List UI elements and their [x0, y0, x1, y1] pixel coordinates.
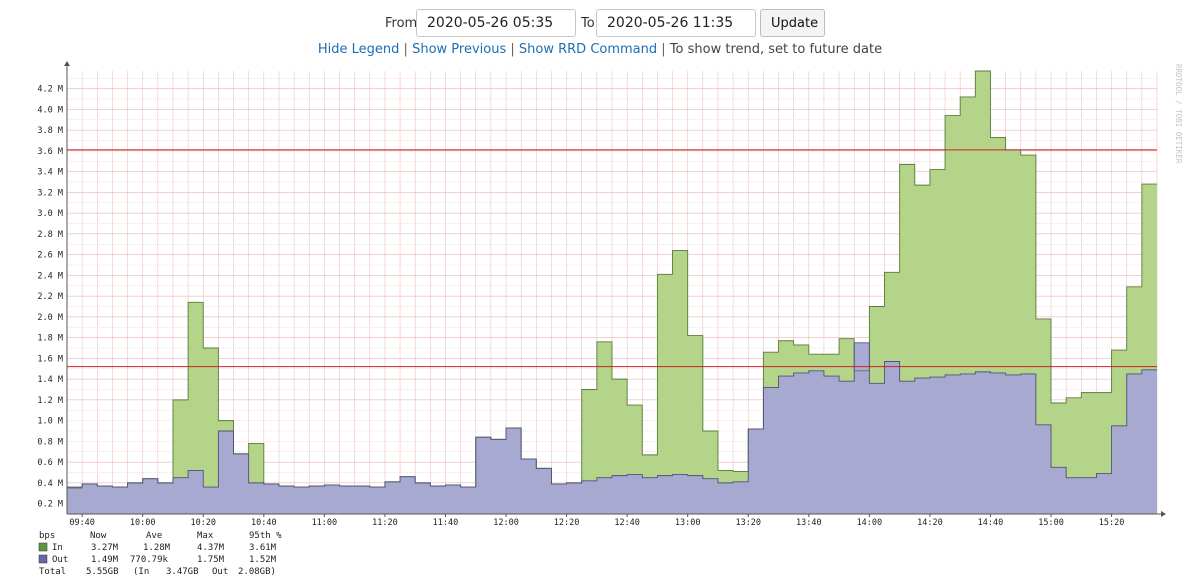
legend-in-name: In — [52, 543, 63, 553]
x-tick-label: 10:40 — [251, 518, 277, 528]
x-tick-label: 13:40 — [796, 518, 822, 528]
legend-in-p95: 3.61M — [249, 543, 277, 553]
y-tick-label: 3.6 M — [37, 147, 63, 157]
trend-note: To show trend, set to future date — [669, 42, 883, 57]
legend-total-out-value: 2.08GB) — [238, 567, 276, 577]
x-axis-ticks: 09:40 10:00 10:20 10:40 11:00 11:20 11:40 12:00… — [69, 514, 1124, 528]
legend-total-out-label: Out — [212, 567, 228, 577]
legend-in-now: 3.27M — [91, 543, 119, 553]
y-tick-label: 4.0 M — [37, 105, 63, 115]
legend-out-ave: 770.79k — [130, 555, 169, 565]
x-tick-label: 11:20 — [372, 518, 398, 528]
x-tick-label: 12:20 — [554, 518, 580, 528]
traffic-areas — [67, 70, 1157, 514]
x-tick-label: 12:40 — [614, 518, 640, 528]
legend: bps Now Ave Max 95th % In 3.27M 1.28M 4.… — [38, 531, 282, 577]
from-date-input[interactable] — [416, 9, 576, 37]
x-tick-label: 11:40 — [433, 518, 459, 528]
y-tick-label: 1.0 M — [37, 417, 63, 427]
y-tick-label: 2.6 M — [37, 251, 63, 261]
x-tick-label: 13:00 — [675, 518, 701, 528]
y-tick-label: 3.2 M — [37, 188, 63, 198]
to-label: To — [581, 16, 595, 31]
y-tick-label: 0.2 M — [37, 500, 63, 510]
x-axis-arrow — [1161, 511, 1166, 517]
date-range-toolbar: From To Update — [0, 9, 1200, 39]
x-tick-label: 09:40 — [69, 518, 95, 528]
y-tick-label: 0.6 M — [37, 458, 63, 468]
x-tick-label: 11:00 — [312, 518, 338, 528]
legend-total-in-value: 3.47GB — [166, 567, 199, 577]
y-tick-label: 1.8 M — [37, 334, 63, 344]
from-label: From — [385, 16, 418, 31]
legend-header-ave: Ave — [146, 531, 162, 541]
show-previous-link[interactable]: Show Previous — [412, 42, 507, 57]
graph-options-bar: Hide Legend | Show Previous | Show RRD C… — [0, 42, 1200, 57]
legend-header-p95: 95th % — [249, 531, 282, 541]
y-tick-label: 4.2 M — [37, 85, 63, 95]
x-tick-label: 12:00 — [493, 518, 519, 528]
update-button[interactable]: Update — [760, 9, 825, 37]
legend-header-bps: bps — [39, 531, 55, 541]
x-tick-label: 10:20 — [190, 518, 216, 528]
y-tick-label: 2.4 M — [37, 271, 63, 281]
y-tick-label: 1.2 M — [37, 396, 63, 406]
separator: | — [661, 42, 666, 57]
x-tick-label: 14:00 — [857, 518, 883, 528]
y-axis-arrow — [64, 61, 70, 66]
y-axis-ticks: 0.2 M 0.4 M 0.6 M 0.8 M 1.0 M 1.2 M 1.4 M 1.6 M… — [37, 85, 63, 510]
separator: | — [510, 42, 515, 57]
y-tick-label: 3.0 M — [37, 209, 63, 219]
legend-in-ave: 1.28M — [143, 543, 171, 553]
y-tick-label: 3.8 M — [37, 126, 63, 136]
y-tick-label: 2.2 M — [37, 292, 63, 302]
legend-out-now: 1.49M — [91, 555, 119, 565]
series-in-line — [67, 70, 1157, 489]
x-tick-label: 15:00 — [1038, 518, 1064, 528]
legend-out-p95: 1.52M — [249, 555, 277, 565]
legend-header-now: Now — [90, 531, 107, 541]
series-out-area — [67, 342, 1157, 514]
legend-header-max: Max — [197, 531, 214, 541]
y-tick-label: 2.0 M — [37, 313, 63, 323]
x-tick-label: 14:40 — [978, 518, 1004, 528]
legend-total-value: 5.55GB — [86, 567, 119, 577]
y-tick-label: 1.4 M — [37, 375, 63, 385]
legend-out-name: Out — [52, 555, 68, 565]
legend-out-max: 1.75M — [197, 555, 225, 565]
rrdtool-watermark: RRDTOOL / TOBI OETIKER — [1174, 64, 1183, 164]
legend-total-in-label: (In — [133, 567, 149, 577]
threshold-lines — [67, 149, 1157, 368]
y-tick-label: 2.8 M — [37, 230, 63, 240]
y-tick-label: 0.8 M — [37, 437, 63, 447]
x-tick-label: 14:20 — [917, 518, 943, 528]
series-out-line — [67, 342, 1157, 488]
series-in-area — [67, 71, 1157, 514]
grid-lines — [66, 71, 1158, 515]
to-date-input[interactable] — [596, 9, 756, 37]
legend-out-swatch — [38, 554, 48, 564]
show-rrd-command-link[interactable]: Show RRD Command — [518, 42, 658, 57]
axes — [64, 61, 1166, 517]
y-tick-label: 3.4 M — [37, 168, 63, 178]
x-tick-label: 13:20 — [735, 518, 761, 528]
x-tick-label: 15:20 — [1099, 518, 1125, 528]
y-tick-label: 1.6 M — [37, 354, 63, 364]
legend-in-swatch — [38, 542, 48, 552]
separator: | — [403, 42, 408, 57]
legend-in-max: 4.37M — [197, 543, 225, 553]
x-tick-label: 10:00 — [130, 518, 156, 528]
y-tick-label: 0.4 M — [37, 479, 63, 489]
hide-legend-link[interactable]: Hide Legend — [317, 42, 400, 57]
legend-total-label: Total — [39, 567, 66, 577]
